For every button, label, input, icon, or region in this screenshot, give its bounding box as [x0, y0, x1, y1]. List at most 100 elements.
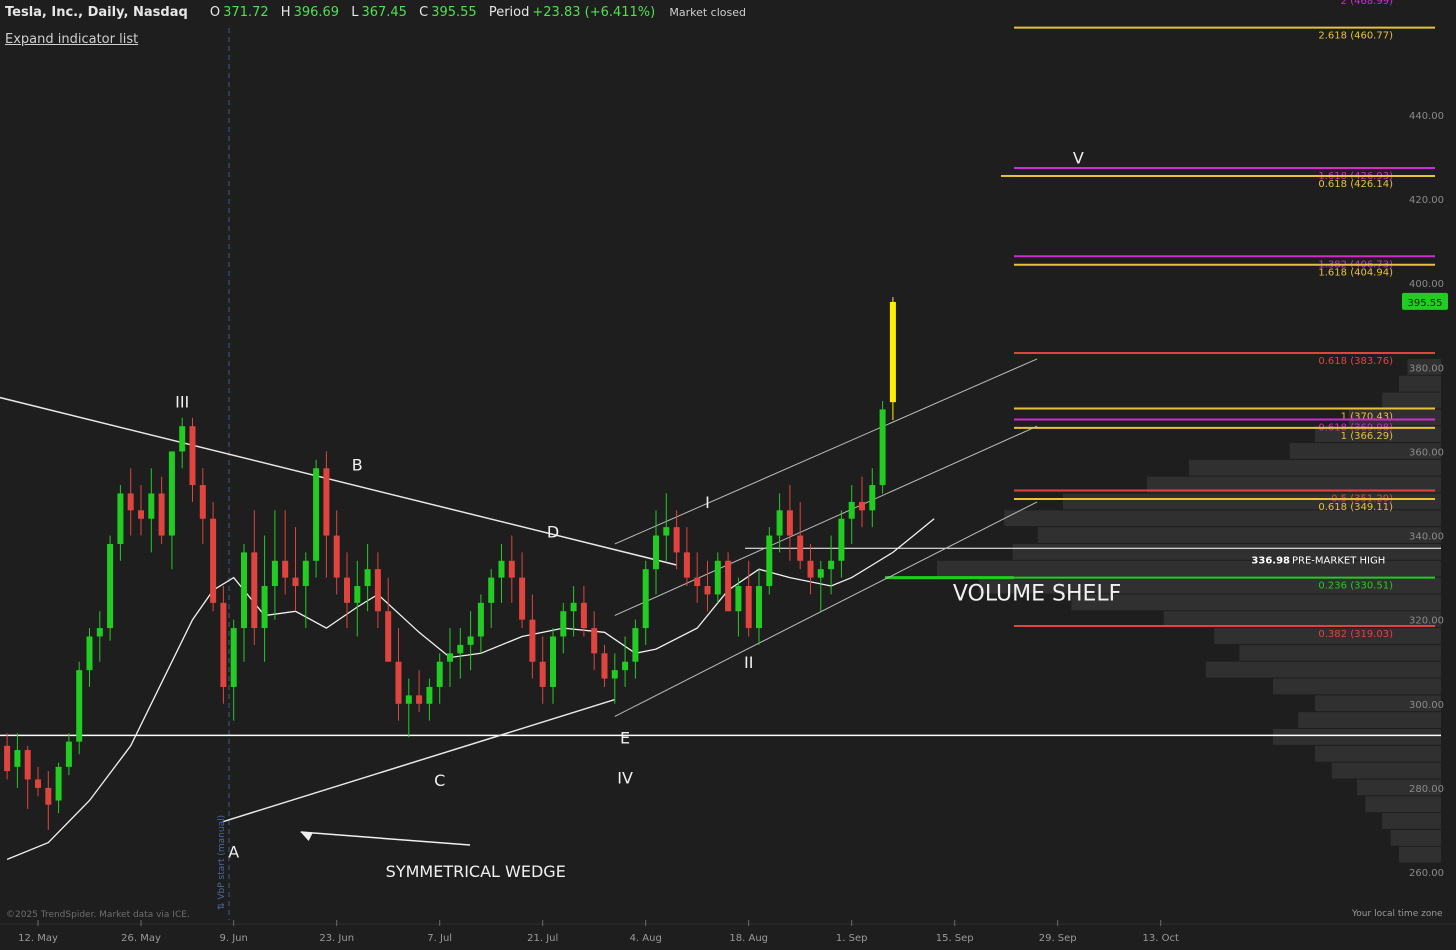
expand-indicator-list-link[interactable]: Expand indicator list: [5, 32, 139, 47]
last-price-value: 395.55: [1408, 298, 1443, 309]
x-tick-label: 9. Jun: [220, 933, 248, 944]
wave-label: II: [744, 653, 753, 672]
fib-level-label: 2.618 (460.77): [1318, 31, 1393, 42]
candle-body: [35, 779, 41, 788]
candle-body: [96, 628, 103, 637]
candle-body: [859, 501, 865, 511]
vbp-start-label: ⇅ VbP start (manual): [217, 815, 227, 910]
volume-profile-bar: [1037, 527, 1441, 543]
y-tick-label: 340.00: [1409, 532, 1444, 543]
symbol-title: Tesla, Inc., Daily, Nasdaq: [5, 5, 188, 20]
candle-body: [241, 552, 247, 629]
candle-body: [127, 493, 134, 511]
moving-average-line: [6, 518, 935, 861]
volume-profile-bar: [1147, 476, 1441, 493]
fib-level-label: 0.236 (330.51): [1318, 581, 1393, 592]
candle-body: [313, 468, 320, 561]
market-status: Market closed: [669, 6, 746, 19]
fib-level-label: 0.618 (349.11): [1318, 502, 1393, 513]
candle-body: [725, 560, 732, 612]
candle-body: [807, 560, 814, 578]
open-label: O: [209, 5, 221, 20]
candle-body: [354, 586, 361, 603]
candle-body: [529, 619, 536, 662]
period-label: Period: [488, 5, 530, 20]
volume-profile-bar: [1289, 443, 1441, 459]
candle-body: [55, 766, 62, 801]
wave-label: III: [175, 392, 189, 411]
x-tick-label: 7. Jul: [427, 933, 452, 944]
candle-body: [117, 493, 124, 544]
trendlines: [0, 358, 1038, 823]
candle-body: [704, 586, 711, 595]
low-label: L: [351, 5, 359, 20]
y-tick-label: 360.00: [1409, 447, 1444, 458]
trendline-channel-lower: [614, 501, 1038, 717]
candle-body: [756, 586, 762, 629]
candle-body: [663, 527, 670, 536]
x-tick-label: 4. Aug: [630, 933, 662, 944]
candle-body: [828, 560, 835, 570]
candle-body: [323, 468, 330, 536]
volume-profile-bar: [1298, 712, 1441, 729]
y-tick-label: 440.00: [1409, 111, 1444, 122]
volume-profile-bar: [1399, 846, 1441, 863]
candle-body: [230, 628, 237, 687]
volume-profile-bar: [1331, 762, 1441, 779]
candle-body: [76, 670, 83, 742]
candle-body: [632, 628, 639, 662]
wave-label: IV: [617, 769, 633, 788]
candle-body: [395, 661, 402, 704]
fib-level-label: 0.618 (426.14): [1318, 179, 1393, 190]
high-value: 396.69: [293, 5, 340, 20]
candle-body: [189, 426, 196, 486]
fib-level-label: 1 (370.43): [1341, 412, 1393, 423]
annotation-arrowhead: [300, 832, 313, 842]
x-tick-label: 26. May: [121, 933, 161, 944]
candle-body: [364, 569, 371, 587]
candle-body: [447, 653, 453, 662]
volume-profile-bar: [1189, 459, 1441, 476]
candle-body: [210, 518, 217, 603]
candle-body: [138, 510, 144, 519]
y-tick-label: 320.00: [1409, 616, 1444, 627]
fib-level-label: 1.618 (404.94): [1318, 268, 1393, 279]
candle-body: [416, 695, 423, 704]
timezone-label[interactable]: Your local time zone: [1352, 909, 1443, 919]
candle-body: [467, 636, 474, 645]
low-value: 367.45: [361, 5, 407, 20]
candle-body: [683, 552, 690, 578]
volume-profile-bar: [1205, 661, 1441, 678]
x-tick-label: 13. Oct: [1143, 933, 1179, 944]
volume-profile-bar: [1348, 409, 1441, 426]
volume-profile-bar: [1365, 796, 1441, 813]
annotation-arrow: [300, 831, 471, 846]
volume-profile-bar: [1407, 358, 1441, 375]
candle-body: [735, 586, 742, 612]
moving-average: [6, 518, 935, 861]
candle-body: [611, 670, 618, 679]
candle-body: [539, 661, 546, 687]
candle-body: [673, 527, 680, 553]
candle-body: [498, 560, 505, 578]
candle-body: [426, 686, 433, 704]
candle-body: [374, 569, 381, 612]
candle-body: [745, 586, 752, 629]
wave-label: B: [352, 455, 363, 474]
candle-body: [642, 569, 649, 629]
y-tick-label: 280.00: [1409, 784, 1444, 795]
candle-body: [148, 493, 155, 519]
wave-label: I: [705, 493, 710, 512]
volume-profile-bar: [1163, 611, 1441, 628]
candle-body: [519, 577, 526, 620]
volume-profile-bar: [937, 560, 1441, 577]
volume-profile-bar: [1315, 695, 1441, 712]
x-tick-label: 12. May: [18, 933, 58, 944]
candle-body: [848, 501, 855, 519]
trendline-wedge-lower: [223, 698, 616, 823]
candle-body: [251, 552, 258, 629]
candle-body: [714, 560, 721, 595]
candle-body: [45, 787, 52, 805]
wave-label: V: [1073, 148, 1084, 167]
